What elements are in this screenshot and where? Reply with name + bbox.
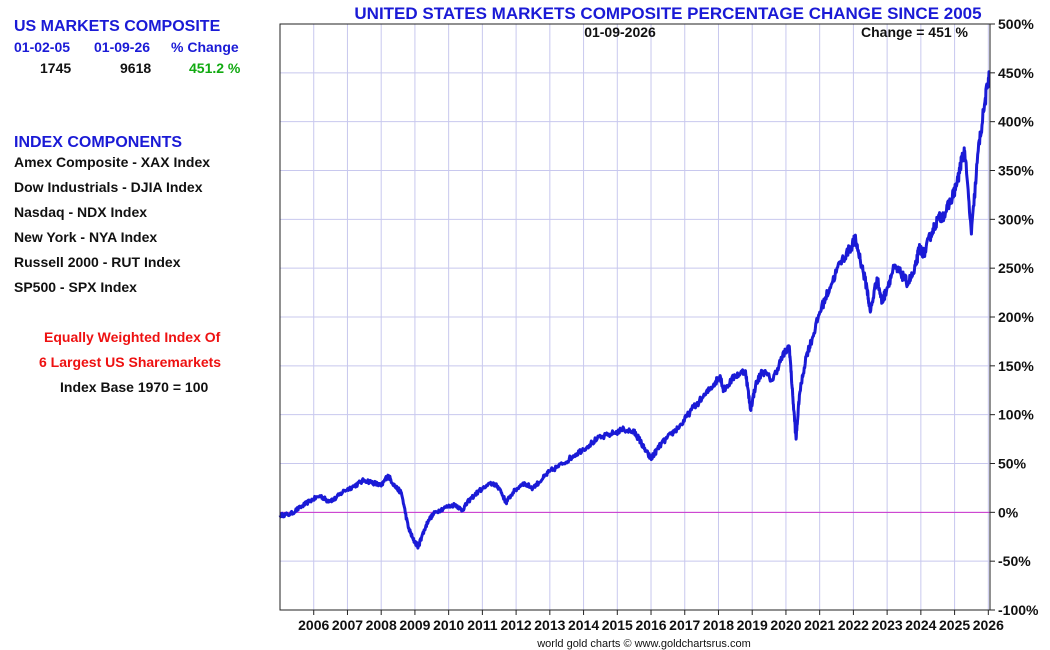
x-tick-label: 2026: [973, 617, 1004, 633]
x-tick-label: 2025: [939, 617, 970, 633]
footer-credit: world gold charts © www.goldchartsrus.co…: [536, 638, 751, 650]
series-line: [278, 70, 991, 550]
x-tick-label: 2008: [366, 617, 397, 633]
x-tick-label: 2010: [433, 617, 464, 633]
y-tick-label: 300%: [998, 211, 1034, 227]
summary-start-value: 1745: [40, 60, 72, 76]
x-tick-label: 2018: [703, 617, 734, 633]
y-tick-label: 0%: [998, 504, 1019, 520]
summary-title: US MARKETS COMPOSITE: [14, 18, 221, 35]
summary-start-date-header: 01-02-05: [14, 39, 71, 55]
date-label: 01-09-2026: [584, 24, 656, 40]
x-tick-label: 2011: [467, 617, 498, 633]
x-tick-label: 2006: [298, 617, 329, 633]
x-tick-label: 2024: [905, 617, 936, 633]
summary-end-value: 9618: [120, 60, 152, 76]
x-tick-label: 2007: [332, 617, 363, 633]
components-heading: INDEX COMPONENTS: [14, 134, 183, 151]
x-tick-label: 2012: [501, 617, 532, 633]
y-tick-label: 100%: [998, 407, 1034, 423]
y-tick-label: 350%: [998, 163, 1034, 179]
x-tick-label: 2022: [838, 617, 869, 633]
grid-lines: [280, 23, 990, 611]
x-tick-label: 2014: [568, 617, 599, 633]
x-tick-label: 2019: [737, 617, 768, 633]
x-tick-label: 2009: [399, 617, 430, 633]
x-tick-label: 2021: [804, 617, 835, 633]
note-line-2: 6 Largest US Sharemarkets: [39, 354, 222, 370]
y-tick-label: 500%: [998, 16, 1034, 32]
y-tick-label: -100%: [998, 602, 1039, 618]
chart-title: UNITED STATES MARKETS COMPOSITE PERCENTA…: [354, 4, 981, 23]
component-item: New York - NYA Index: [14, 229, 158, 245]
y-tick-label: 200%: [998, 309, 1034, 325]
y-tick-label: 50%: [998, 456, 1027, 472]
axes: 500% 450% 400% 350% 300% 250% 200% 150% 100% 50% 0…: [298, 16, 1039, 633]
y-tick-label: 250%: [998, 260, 1034, 276]
series-group: [278, 70, 991, 550]
x-tick-label: 2015: [602, 617, 633, 633]
component-item: Amex Composite - XAX Index: [14, 154, 211, 170]
component-item: Dow Industrials - DJIA Index: [14, 179, 203, 195]
y-tick-label: 150%: [998, 358, 1034, 374]
x-tick-label: 2020: [770, 617, 801, 633]
change-label: Change = 451 %: [861, 24, 969, 40]
note-line-1: Equally Weighted Index Of: [44, 329, 221, 345]
component-item: Russell 2000 - RUT Index: [14, 254, 181, 270]
note-line-3: Index Base 1970 = 100: [60, 379, 209, 395]
y-tick-label: 450%: [998, 65, 1034, 81]
x-tick-label: 2017: [669, 617, 700, 633]
summary-change-header: % Change: [171, 39, 239, 55]
x-tick-label: 2013: [534, 617, 565, 633]
x-tick-label: 2016: [635, 617, 666, 633]
x-tick-label: 2023: [872, 617, 903, 633]
summary-end-date-header: 01-09-26: [94, 39, 151, 55]
component-item: Nasdaq - NDX Index: [14, 204, 148, 220]
component-item: SP500 - SPX Index: [14, 279, 137, 295]
summary-change-value: 451.2 %: [189, 60, 241, 76]
y-tick-label: 400%: [998, 114, 1034, 130]
y-tick-label: -50%: [998, 553, 1031, 569]
